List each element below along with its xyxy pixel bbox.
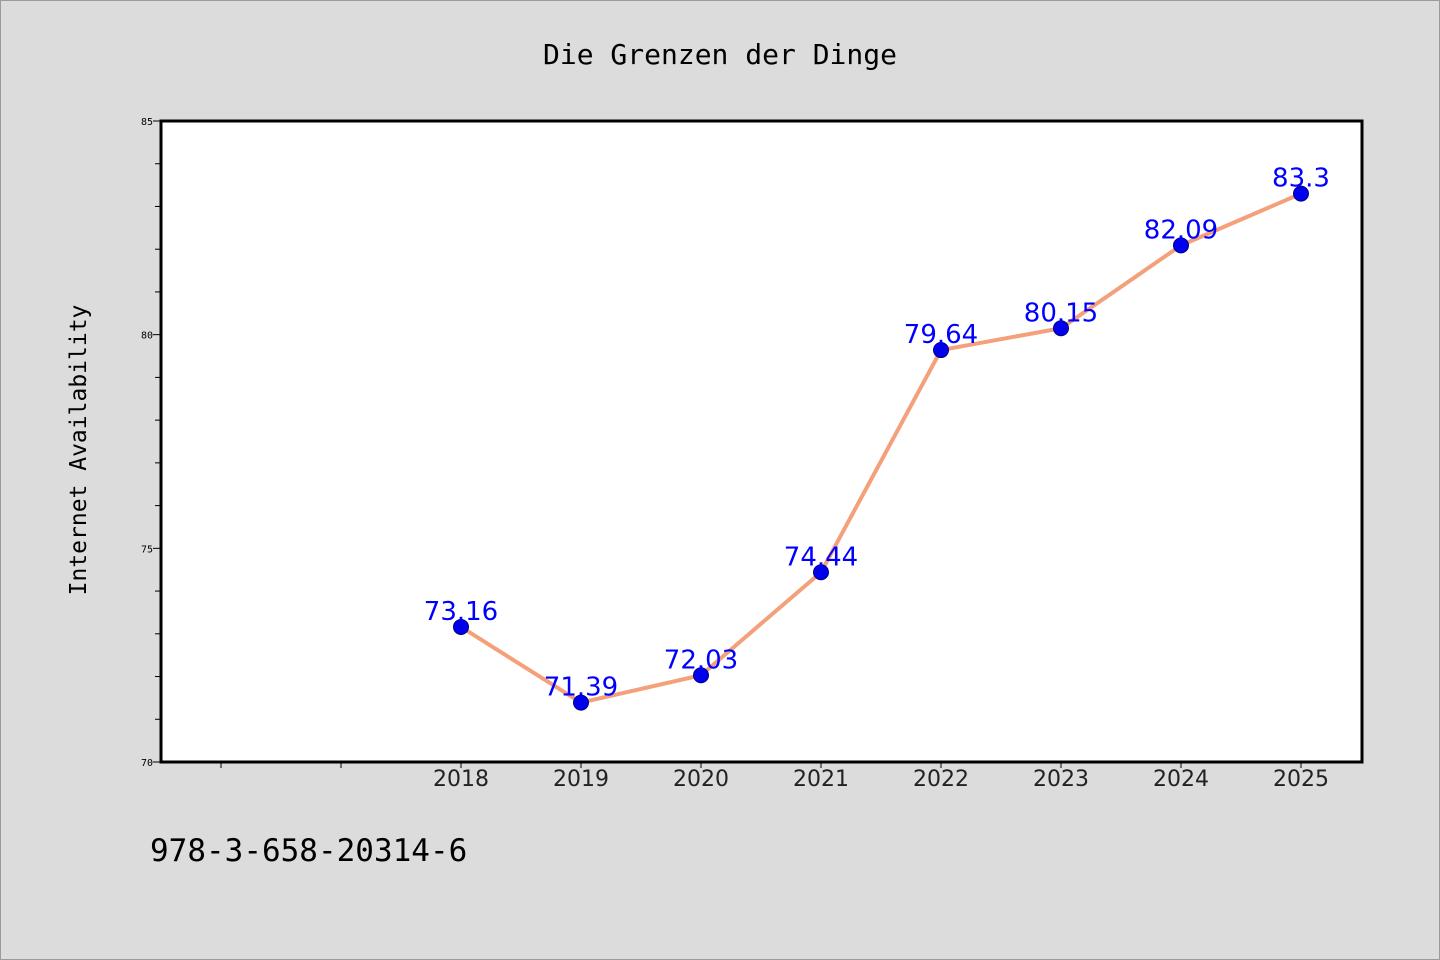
x-tick-label: 2019	[553, 767, 609, 792]
x-tick-label: 2025	[1273, 767, 1329, 792]
data-label: 73.16	[424, 597, 498, 627]
data-label: 74.44	[784, 542, 858, 572]
data-point	[1053, 320, 1069, 337]
plot-frame	[159, 119, 1364, 764]
data-point	[1293, 185, 1309, 202]
data-point	[573, 694, 589, 711]
data-point	[933, 342, 949, 359]
y-tick-label: 80	[141, 331, 153, 342]
data-label: 72.03	[664, 645, 738, 675]
data-point	[813, 564, 829, 581]
data-label: 80.15	[1024, 298, 1098, 328]
x-tick-label: 2018	[433, 767, 489, 792]
y-tick-label: 75	[141, 544, 153, 555]
chart-title: Die Grenzen der Dinge	[543, 38, 897, 71]
data-point	[453, 618, 469, 635]
data-point	[1173, 237, 1189, 254]
plot-area	[161, 121, 1362, 762]
series-line	[459, 191, 1303, 705]
y-tick-label: 70	[141, 758, 153, 769]
x-tick-label: 2020	[673, 767, 729, 792]
y-tick-label: 85	[141, 117, 153, 128]
x-tick-label: 2024	[1153, 767, 1209, 792]
data-label: 83.3	[1272, 164, 1330, 194]
y-axis-label: Internet Availability	[66, 305, 92, 596]
isbn-text: 978-3-658-20314-6	[150, 833, 468, 869]
data-label: 71.39	[544, 673, 618, 703]
data-point	[693, 667, 709, 684]
data-label: 82.09	[1144, 215, 1218, 245]
data-label: 79.64	[904, 320, 978, 350]
x-tick-label: 2022	[913, 767, 969, 792]
x-tick-label: 2021	[793, 767, 849, 792]
x-tick-label: 2023	[1033, 767, 1089, 792]
